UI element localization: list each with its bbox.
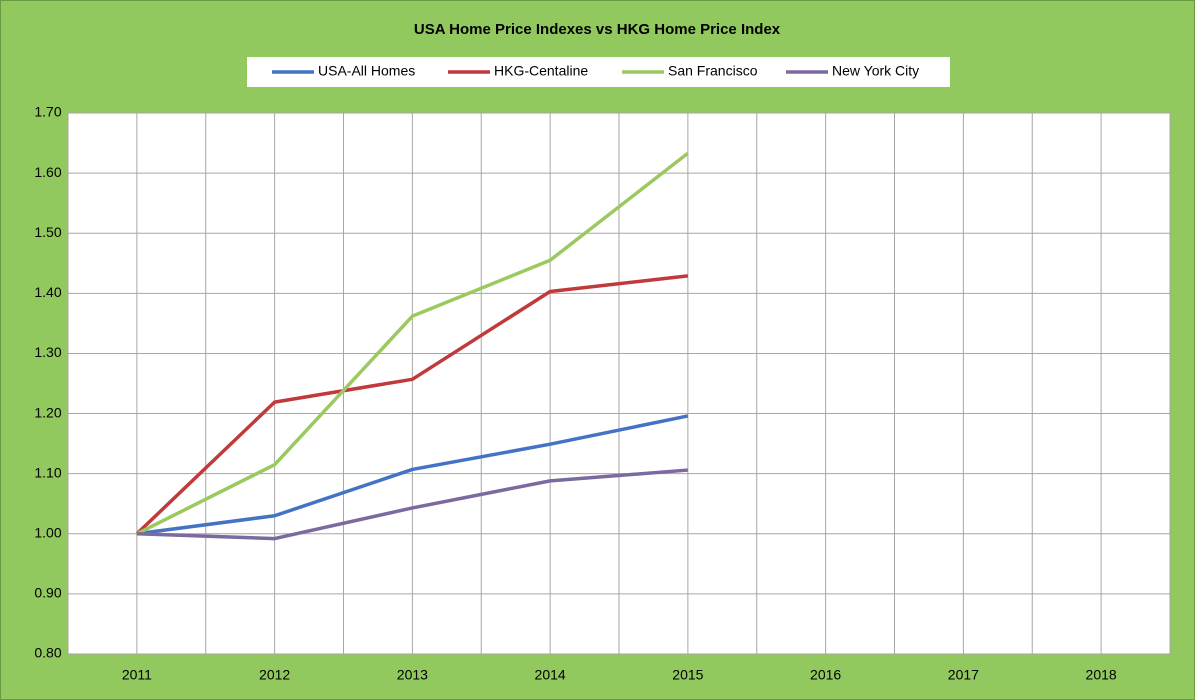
y-tick-label: 1.60 xyxy=(34,164,61,180)
legend-label: New York City xyxy=(832,63,919,79)
x-tick-label: 2018 xyxy=(1086,667,1117,683)
x-tick-label: 2011 xyxy=(122,667,152,683)
chart-title: USA Home Price Indexes vs HKG Home Price… xyxy=(414,21,781,38)
y-tick-label: 1.40 xyxy=(34,284,61,300)
y-tick-label: 0.90 xyxy=(34,585,61,601)
series-line xyxy=(136,151,689,536)
x-tick-label: 2012 xyxy=(259,667,290,683)
x-tick-label: 2013 xyxy=(397,667,428,683)
x-tick-label: 2016 xyxy=(810,667,841,683)
x-tick-label: 2017 xyxy=(948,667,979,683)
y-tick-label: 1.30 xyxy=(34,344,61,360)
series-line xyxy=(135,274,689,536)
y-tick-label: 1.00 xyxy=(34,524,61,540)
legend-label: USA-All Homes xyxy=(318,63,415,79)
y-tick-label: 1.20 xyxy=(34,404,61,420)
x-tick-label: 2014 xyxy=(535,667,566,683)
legend xyxy=(247,57,950,87)
y-tick-label: 1.70 xyxy=(34,104,61,120)
series-line xyxy=(136,414,689,536)
legend-label: San Francisco xyxy=(668,63,758,79)
x-tick-label: 2015 xyxy=(672,667,703,683)
legend-label: HKG-Centaline xyxy=(494,63,588,79)
series-line xyxy=(136,468,689,541)
y-tick-label: 1.10 xyxy=(34,464,61,480)
y-tick-label: 1.50 xyxy=(34,224,61,240)
y-tick-label: 0.80 xyxy=(34,645,61,661)
plot-border xyxy=(67,112,1171,655)
